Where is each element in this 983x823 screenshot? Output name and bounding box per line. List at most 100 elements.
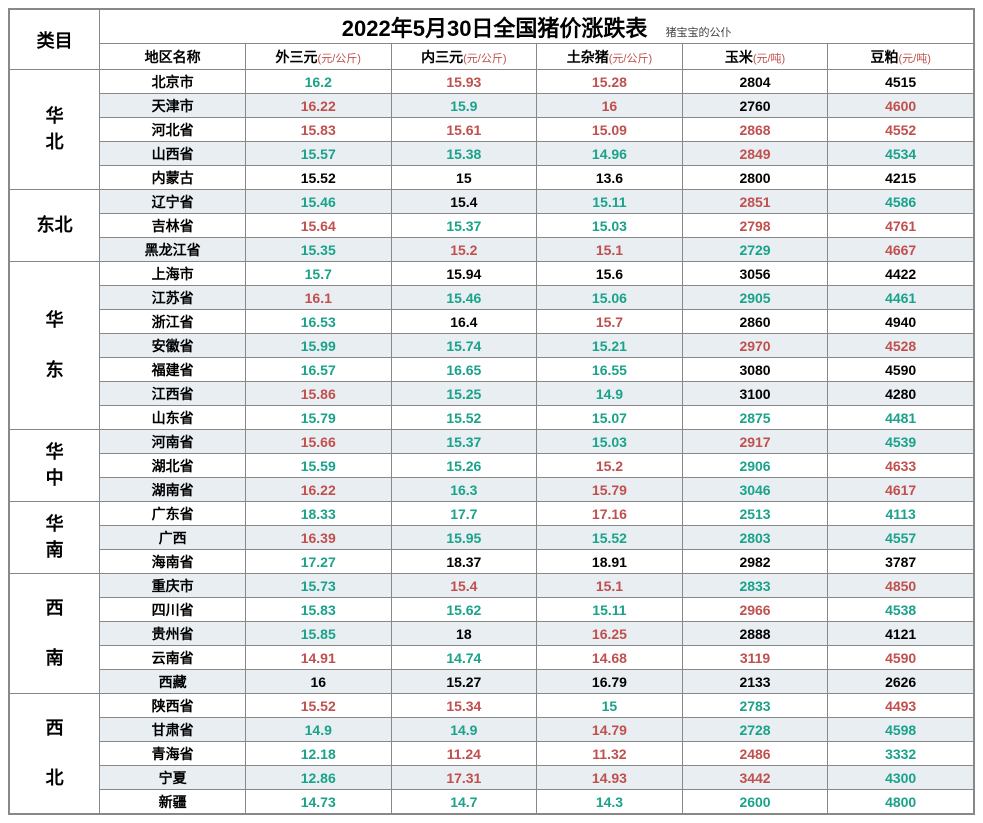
table-row: 云南省14.9114.7414.6831194590 (10, 646, 974, 670)
table-row: 华北北京市16.215.9315.2828044515 (10, 70, 974, 94)
value-cell: 15.38 (391, 142, 537, 166)
value-cell: 15.52 (537, 526, 683, 550)
area-cell: 安徽省 (100, 334, 246, 358)
table-row: 内蒙古15.521513.628004215 (10, 166, 974, 190)
value-cell: 15.61 (391, 118, 537, 142)
value-cell: 4552 (828, 118, 974, 142)
value-cell: 4667 (828, 238, 974, 262)
value-cell: 15.27 (391, 670, 537, 694)
area-cell: 山西省 (100, 142, 246, 166)
value-cell: 2849 (682, 142, 828, 166)
area-cell: 甘肃省 (100, 718, 246, 742)
table-row: 新疆14.7314.714.326004800 (10, 790, 974, 814)
value-cell: 11.32 (537, 742, 683, 766)
value-cell: 12.18 (245, 742, 391, 766)
table-row: 广西16.3915.9515.5228034557 (10, 526, 974, 550)
value-cell: 15.1 (537, 574, 683, 598)
value-cell: 15.25 (391, 382, 537, 406)
value-cell: 15.09 (537, 118, 683, 142)
value-cell: 2800 (682, 166, 828, 190)
value-cell: 15.21 (537, 334, 683, 358)
area-cell: 黑龙江省 (100, 238, 246, 262)
table-row: 江苏省16.115.4615.0629054461 (10, 286, 974, 310)
area-cell: 天津市 (100, 94, 246, 118)
value-cell: 15.4 (391, 190, 537, 214)
region-cell: 东北 (10, 190, 100, 262)
value-cell: 16 (245, 670, 391, 694)
table-row: 黑龙江省15.3515.215.127294667 (10, 238, 974, 262)
value-cell: 3100 (682, 382, 828, 406)
table-row: 山西省15.5715.3814.9628494534 (10, 142, 974, 166)
area-cell: 重庆市 (100, 574, 246, 598)
value-cell: 16.79 (537, 670, 683, 694)
value-cell: 18.91 (537, 550, 683, 574)
value-cell: 4539 (828, 430, 974, 454)
table-row: 福建省16.5716.6516.5530804590 (10, 358, 974, 382)
value-cell: 16.65 (391, 358, 537, 382)
value-cell: 4850 (828, 574, 974, 598)
value-cell: 3119 (682, 646, 828, 670)
table-row: 安徽省15.9915.7415.2129704528 (10, 334, 974, 358)
value-cell: 15.74 (391, 334, 537, 358)
value-cell: 4590 (828, 646, 974, 670)
value-cell: 4586 (828, 190, 974, 214)
value-cell: 2133 (682, 670, 828, 694)
value-cell: 15.06 (537, 286, 683, 310)
value-cell: 2486 (682, 742, 828, 766)
value-cell: 18.33 (245, 502, 391, 526)
area-cell: 上海市 (100, 262, 246, 286)
value-cell: 15.35 (245, 238, 391, 262)
value-cell: 15.37 (391, 430, 537, 454)
region-cell: 西南 (10, 574, 100, 694)
value-cell: 15.59 (245, 454, 391, 478)
region-cell: 华东 (10, 262, 100, 430)
table-row: 华南广东省18.3317.717.1625134113 (10, 502, 974, 526)
area-cell: 广西 (100, 526, 246, 550)
value-cell: 14.68 (537, 646, 683, 670)
value-cell: 3442 (682, 766, 828, 790)
table-row: 东北辽宁省15.4615.415.1128514586 (10, 190, 974, 214)
value-cell: 4461 (828, 286, 974, 310)
value-cell: 15.52 (391, 406, 537, 430)
value-cell: 14.7 (391, 790, 537, 814)
value-cell: 17.16 (537, 502, 683, 526)
value-cell: 15.46 (245, 190, 391, 214)
value-cell: 14.74 (391, 646, 537, 670)
area-cell: 福建省 (100, 358, 246, 382)
price-table-container: 类目 2022年5月30日全国猪价涨跌表 猪宝宝的公仆 地区名称 外三元(元/公… (8, 8, 975, 815)
value-cell: 2804 (682, 70, 828, 94)
value-cell: 16.2 (245, 70, 391, 94)
value-cell: 4528 (828, 334, 974, 358)
table-row: 河北省15.8315.6115.0928684552 (10, 118, 974, 142)
value-cell: 3787 (828, 550, 974, 574)
table-row: 西北陕西省15.5215.341527834493 (10, 694, 974, 718)
value-cell: 15.95 (391, 526, 537, 550)
value-cell: 15.03 (537, 214, 683, 238)
table-title: 2022年5月30日全国猪价涨跌表 (342, 16, 648, 41)
table-row: 湖北省15.5915.2615.229064633 (10, 454, 974, 478)
col-c4-header: 玉米(元/吨) (682, 44, 828, 70)
value-cell: 2833 (682, 574, 828, 598)
area-cell: 贵州省 (100, 622, 246, 646)
value-cell: 15.37 (391, 214, 537, 238)
area-cell: 湖南省 (100, 478, 246, 502)
value-cell: 2982 (682, 550, 828, 574)
table-row: 青海省12.1811.2411.3224863332 (10, 742, 974, 766)
value-cell: 14.9 (245, 718, 391, 742)
table-row: 山东省15.7915.5215.0728754481 (10, 406, 974, 430)
area-cell: 宁夏 (100, 766, 246, 790)
value-cell: 3046 (682, 478, 828, 502)
table-body: 华北北京市16.215.9315.2828044515天津市16.2215.91… (10, 70, 974, 814)
value-cell: 4590 (828, 358, 974, 382)
value-cell: 16.22 (245, 94, 391, 118)
table-row: 湖南省16.2216.315.7930464617 (10, 478, 974, 502)
value-cell: 3056 (682, 262, 828, 286)
table-row: 浙江省16.5316.415.728604940 (10, 310, 974, 334)
table-row: 海南省17.2718.3718.9129823787 (10, 550, 974, 574)
value-cell: 15.85 (245, 622, 391, 646)
value-cell: 4940 (828, 310, 974, 334)
value-cell: 14.96 (537, 142, 683, 166)
value-cell: 14.9 (537, 382, 683, 406)
table-row: 西藏1615.2716.7921332626 (10, 670, 974, 694)
value-cell: 14.93 (537, 766, 683, 790)
